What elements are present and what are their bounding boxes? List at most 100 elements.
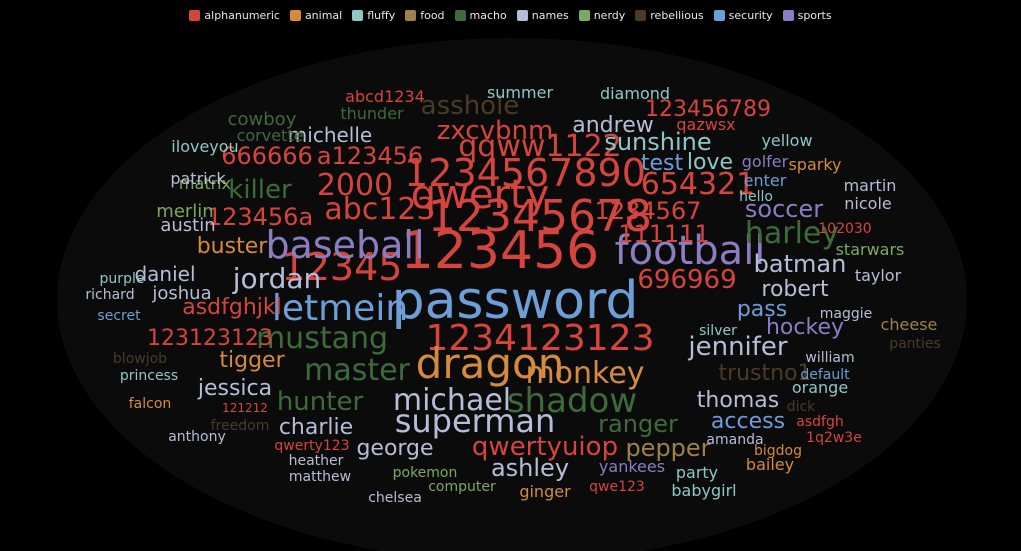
legend-swatch <box>454 10 466 21</box>
word-qwertyuiop: qwertyuiop <box>472 432 618 462</box>
word-1q2w3e: 1q2w3e <box>806 430 862 446</box>
word-martin: martin <box>844 176 897 195</box>
word-summer: summer <box>487 83 553 102</box>
word-matrix: matrix <box>179 174 231 193</box>
word-enter: enter <box>744 171 787 190</box>
word-panties: panties <box>889 336 941 352</box>
word-william: william <box>805 350 854 366</box>
legend-item-alphanumeric: alphanumeric <box>189 9 280 22</box>
legend-label: animal <box>304 9 343 22</box>
word-babygirl: babygirl <box>671 481 736 500</box>
word-blowjob: blowjob <box>113 351 167 367</box>
word-falcon: falcon <box>129 396 172 412</box>
legend-swatch <box>289 10 301 21</box>
word-696969: 696969 <box>637 265 736 295</box>
legend-label: fluffy <box>367 9 396 22</box>
word-secret: secret <box>97 308 141 324</box>
word-matthew: matthew <box>289 469 351 485</box>
word-pass: pass <box>737 297 787 322</box>
word-chelsea: chelsea <box>368 490 422 506</box>
legend: alphanumeric animal fluffy food macho names ne… <box>0 9 1021 22</box>
word-daniel: daniel <box>134 262 195 286</box>
cloud-backdrop <box>57 38 967 551</box>
word-heather: heather <box>289 453 344 469</box>
word-qqww1122: qqww1122 <box>458 129 622 164</box>
word-master: master <box>304 353 410 388</box>
word-group: password123456123456781234567890qwerty12… <box>85 83 940 506</box>
legend-item-sports: sports <box>782 9 832 22</box>
word-zxcvbnm: zxcvbnm <box>437 116 554 146</box>
word-cheese: cheese <box>881 315 938 334</box>
word-jennifer: jennifer <box>687 332 788 362</box>
word-12345678: 12345678 <box>428 191 652 242</box>
word-love: love <box>687 150 733 175</box>
word-taylor: taylor <box>855 266 902 285</box>
legend-item-fluffy: fluffy <box>352 9 395 22</box>
word-monkey: monkey <box>525 356 644 391</box>
word-ashley: ashley <box>491 454 569 482</box>
word-richard: richard <box>85 287 134 303</box>
word-pokemon: pokemon <box>393 465 458 481</box>
legend-swatch <box>352 10 364 21</box>
word-freedom: freedom <box>211 418 270 434</box>
legend-label: alphanumeric <box>204 9 280 22</box>
word-iloveyou: iloveyou <box>171 137 238 156</box>
word-1234123123: 1234123123 <box>425 318 654 359</box>
word-jordan: jordan <box>232 262 322 295</box>
legend-label: security <box>728 9 773 22</box>
word-harley: harley <box>745 216 839 251</box>
word-123456a: 123456a <box>207 203 313 231</box>
word-robert: robert <box>761 277 829 302</box>
word-hunter: hunter <box>277 387 364 417</box>
word-111111: 111111 <box>618 220 710 248</box>
word-amanda: amanda <box>706 432 763 448</box>
legend-item-macho: macho <box>454 9 507 22</box>
word-password: password <box>392 271 639 331</box>
word-a123456: a123456 <box>317 142 423 170</box>
legend-swatch <box>782 10 794 21</box>
word-dragon: dragon <box>416 339 565 388</box>
word-golfer: golfer <box>742 152 789 171</box>
word-654321: 654321 <box>641 167 756 202</box>
word-asshole: asshole <box>421 91 520 121</box>
word-soccer: soccer <box>745 195 823 223</box>
word-qwerty123: qwerty123 <box>274 438 349 454</box>
word-666666: 666666 <box>221 142 313 170</box>
word-charlie: charlie <box>279 415 353 440</box>
word-ranger: ranger <box>598 410 678 438</box>
word-baseball: baseball <box>265 223 424 267</box>
word-george: george <box>356 436 433 461</box>
word-killer: killer <box>228 175 292 205</box>
word-asdfghjkl: asdfghjkl <box>182 295 282 320</box>
word-qwerty: qwerty <box>411 172 550 218</box>
word-party: party <box>676 463 718 482</box>
word-102030: 102030 <box>818 221 871 237</box>
word-yellow: yellow <box>761 131 812 150</box>
word-abcd1234: abcd1234 <box>345 87 425 106</box>
word-princess: princess <box>120 368 178 384</box>
legend-label: food <box>420 9 445 22</box>
word-letmein: letmein <box>272 288 408 329</box>
legend-swatch <box>713 10 725 21</box>
legend-item-animal: animal <box>289 9 343 22</box>
word-121212: 121212 <box>222 401 268 415</box>
legend-item-security: security <box>713 9 773 22</box>
legend-swatch <box>516 10 528 21</box>
legend-swatch <box>635 10 647 21</box>
word-pepper: pepper <box>625 434 710 462</box>
legend-swatch <box>405 10 417 21</box>
word-dick: dick <box>787 399 816 415</box>
word-ginger: ginger <box>519 482 571 501</box>
word-qazwsx: qazwsx <box>676 115 735 134</box>
word-starwars: starwars <box>836 240 905 259</box>
word-access: access <box>711 409 785 434</box>
word-nicole: nicole <box>844 194 891 213</box>
legend-label: sports <box>797 9 832 22</box>
word-purple: purple <box>100 271 145 287</box>
word-qwe123: qwe123 <box>589 479 645 495</box>
legend-label: macho <box>469 9 507 22</box>
word-123123123: 123123123 <box>147 326 273 351</box>
word-test: test <box>641 151 684 176</box>
word-bigdog: bigdog <box>754 443 802 459</box>
